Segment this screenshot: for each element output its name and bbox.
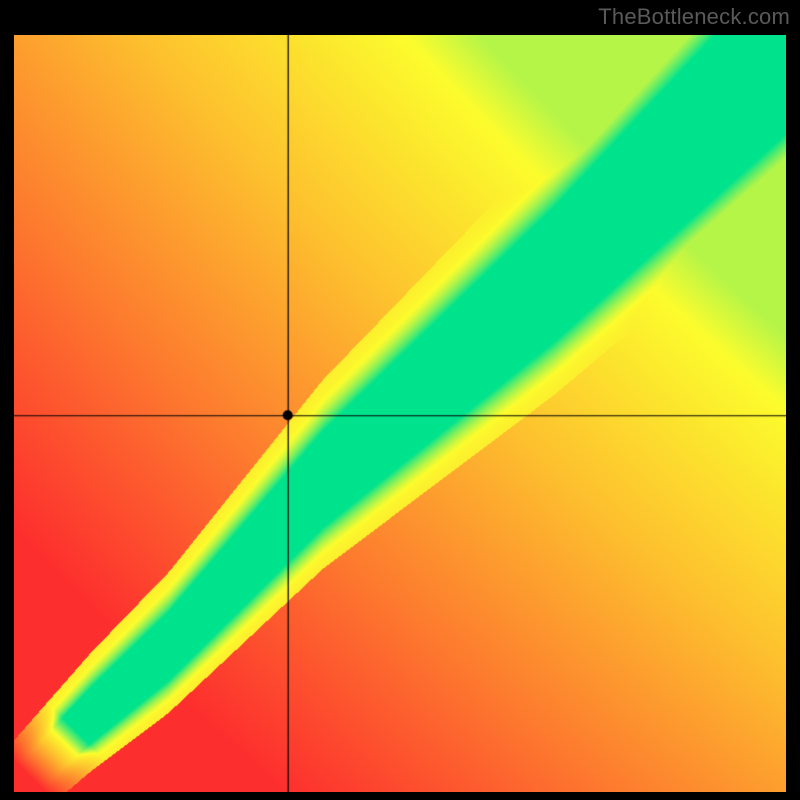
watermark-text: TheBottleneck.com: [598, 4, 790, 30]
chart-container: TheBottleneck.com: [0, 0, 800, 800]
bottleneck-heatmap: [14, 35, 786, 792]
